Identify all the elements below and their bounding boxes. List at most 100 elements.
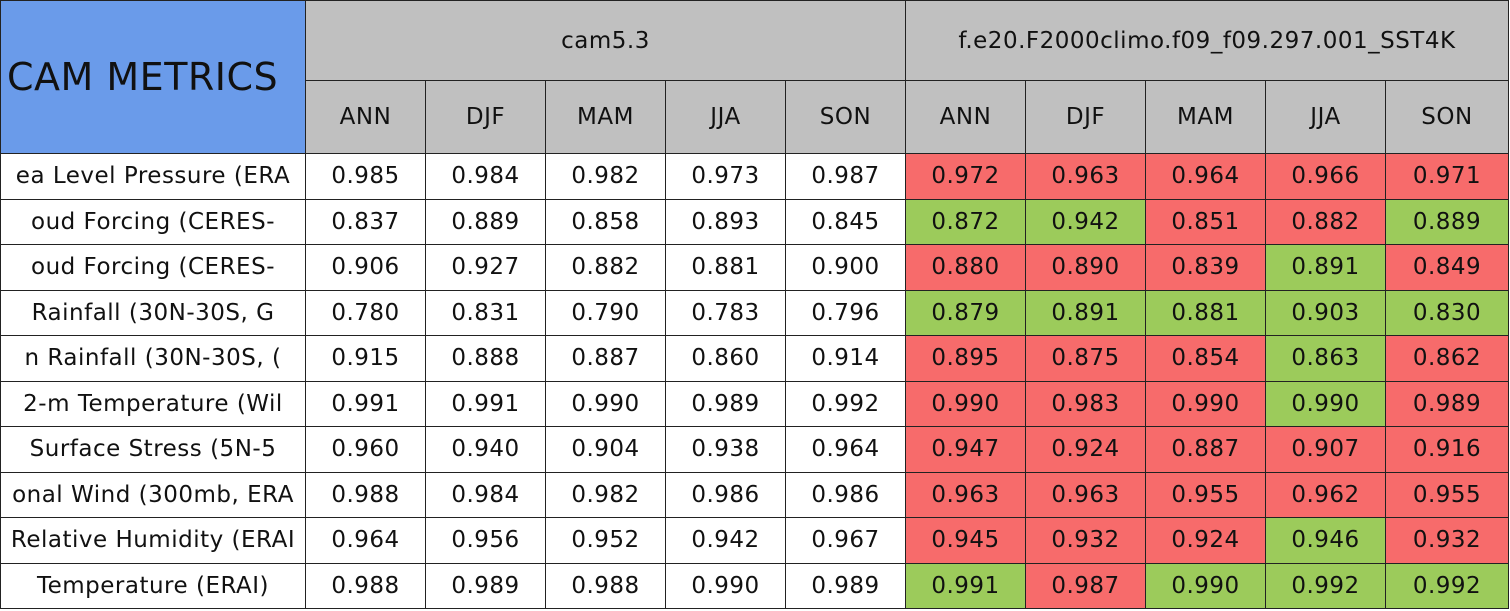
metric-value: 0.830 [1385,289,1509,336]
metric-value: 0.889 [1385,198,1509,245]
metric-value: 0.991 [305,380,426,427]
row-label: oud Forcing (CERES- [0,198,306,245]
metric-value: 0.889 [425,198,546,245]
group-header-text: f.e20.F2000climo.f09_f09.297.001_SST4K [958,27,1456,54]
metric-value-text: 0.914 [811,345,880,372]
metric-value-text: 0.988 [331,572,400,599]
metric-value-text: 0.932 [1412,527,1482,554]
row-label: Relative Humidity (ERAI [0,517,306,564]
metric-value: 0.780 [305,289,426,336]
metric-value-text: 0.971 [1412,163,1482,190]
metric-value-text: 0.839 [1171,254,1240,281]
metric-value: 0.988 [305,471,426,518]
metric-value: 0.895 [905,335,1026,382]
metric-value-text: 0.956 [451,527,520,554]
metric-value: 0.880 [905,244,1026,291]
row-label: 2-m Temperature (Wil [0,380,306,427]
metric-value-text: 0.988 [571,572,640,599]
metric-value: 0.988 [545,562,666,609]
row-label-text: ea Level Pressure (ERA [15,163,291,190]
row-label: oud Forcing (CERES- [0,244,306,291]
metric-value-text: 0.875 [1051,345,1120,372]
metric-value-text: 0.963 [931,481,1000,508]
metric-value: 0.963 [1025,153,1146,200]
metric-value-text: 0.888 [451,345,520,372]
metric-value: 0.990 [1145,562,1266,609]
metric-value-text: 0.879 [931,299,1000,326]
metric-value: 0.942 [1025,198,1146,245]
metric-value: 0.887 [1145,426,1266,473]
metric-value-text: 0.887 [571,345,640,372]
metric-value: 0.992 [785,380,906,427]
metric-value: 0.964 [305,517,426,564]
season-header-text: JJA [710,104,741,130]
metric-value-text: 0.984 [451,163,520,190]
metric-value: 0.932 [1025,517,1146,564]
metric-value: 0.927 [425,244,546,291]
metric-value: 0.904 [545,426,666,473]
metric-value-text: 0.858 [571,208,640,235]
metric-value: 0.891 [1025,289,1146,336]
metric-value-text: 0.982 [571,481,640,508]
season-header-text: JJA [1310,104,1341,130]
metric-value-text: 0.862 [1412,345,1482,372]
metric-value-text: 0.982 [571,163,640,190]
metric-value-text: 0.924 [1051,436,1120,463]
metric-value: 0.891 [1265,244,1386,291]
metric-value-text: 0.955 [1412,481,1482,508]
metric-value-text: 0.907 [1291,436,1360,463]
season-header: ANN [305,80,426,154]
metric-value: 0.887 [545,335,666,382]
metric-value: 0.875 [1025,335,1146,382]
season-header: SON [785,80,906,154]
season-header-text: DJF [1065,104,1106,130]
metric-value: 0.924 [1025,426,1146,473]
metric-value: 0.963 [1025,471,1146,518]
metric-value: 0.851 [1145,198,1266,245]
row-label-text: oud Forcing (CERES- [31,254,275,281]
metric-value-text: 0.992 [811,390,880,417]
metric-value: 0.990 [1145,380,1266,427]
row-label-text: onal Wind (300mb, ERA [12,481,294,508]
metric-value-text: 0.889 [1412,208,1482,235]
metric-value-text: 0.880 [931,254,1000,281]
metric-value-text: 0.860 [691,345,760,372]
metric-value-text: 0.989 [451,572,520,599]
metric-value-text: 0.881 [691,254,760,281]
metric-value: 0.914 [785,335,906,382]
metric-value-text: 0.882 [571,254,640,281]
metric-value: 0.966 [1265,153,1386,200]
metric-value: 0.987 [785,153,906,200]
season-header: ANN [905,80,1026,154]
metric-value: 0.888 [425,335,546,382]
season-header: MAM [545,80,666,154]
metric-value-text: 0.849 [1412,254,1482,281]
metric-value: 0.881 [665,244,786,291]
table-title-text: CAM METRICS [7,55,279,99]
metric-value-text: 0.790 [571,299,640,326]
season-header-text: MAM [577,104,634,130]
metric-value-text: 0.796 [811,299,880,326]
metric-value-text: 0.851 [1171,208,1240,235]
metric-value: 0.990 [665,562,786,609]
metric-value: 0.986 [665,471,786,518]
table-title: CAM METRICS [0,0,306,154]
metric-value-text: 0.990 [931,390,1000,417]
metric-value-text: 0.942 [1051,208,1120,235]
metric-value: 0.973 [665,153,786,200]
metric-value: 0.967 [785,517,906,564]
metric-value: 0.915 [305,335,426,382]
metric-value: 0.992 [1385,562,1509,609]
metric-value-text: 0.964 [811,436,880,463]
metric-value-text: 0.990 [1171,572,1240,599]
metric-value: 0.989 [1385,380,1509,427]
metric-value-text: 0.991 [931,572,1000,599]
metric-value-text: 0.837 [331,208,400,235]
group-header: f.e20.F2000climo.f09_f09.297.001_SST4K [905,0,1509,81]
metric-value: 0.990 [1265,380,1386,427]
season-header-text: ANN [939,104,992,130]
metric-value: 0.854 [1145,335,1266,382]
metric-value-text: 0.932 [1051,527,1120,554]
metric-value: 0.907 [1265,426,1386,473]
